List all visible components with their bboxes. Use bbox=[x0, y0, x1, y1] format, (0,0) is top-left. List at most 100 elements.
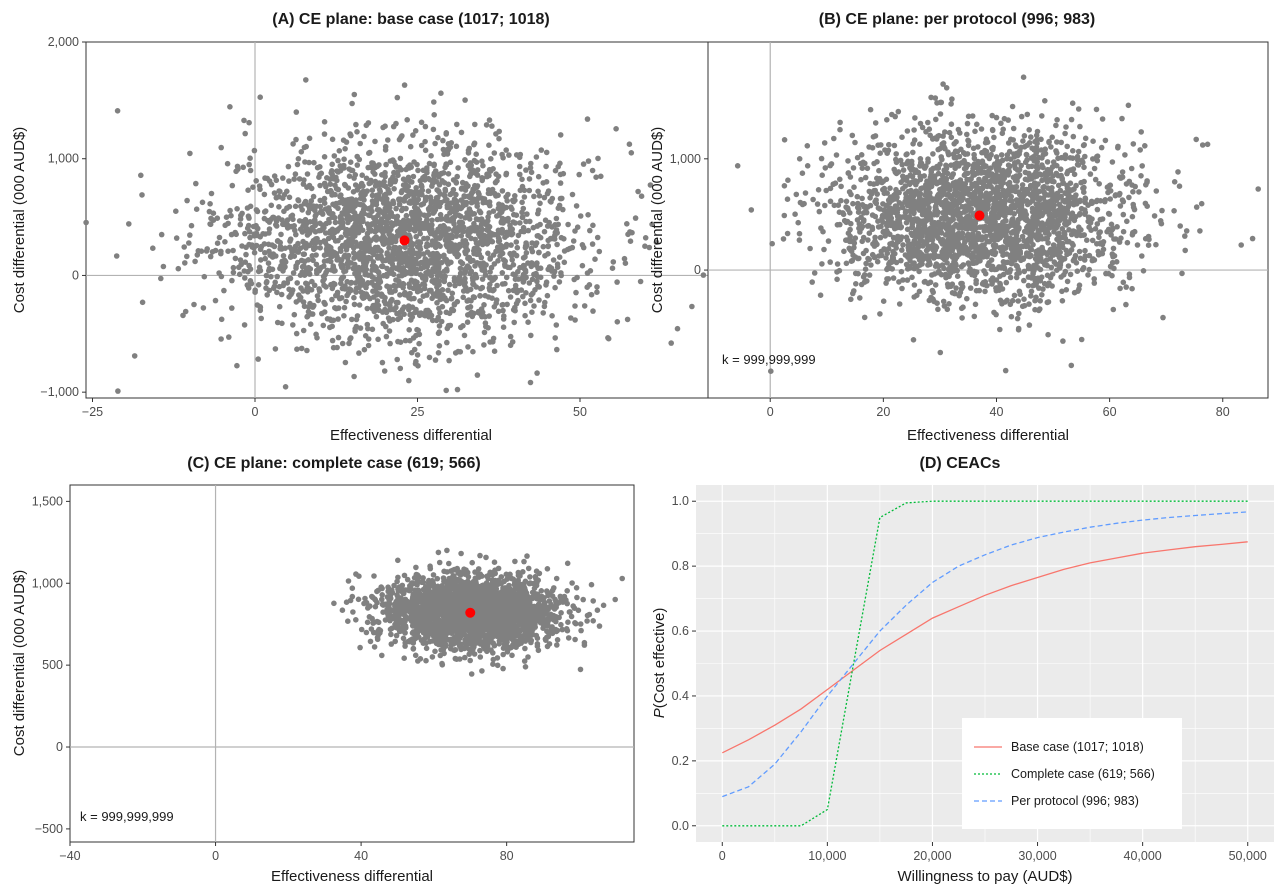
panel-b-title: (B) CE plane: per protocol (996; 983) bbox=[819, 11, 1096, 28]
simulation-point bbox=[293, 231, 299, 238]
simulation-point bbox=[953, 192, 959, 199]
simulation-point bbox=[845, 170, 852, 176]
simulation-point bbox=[341, 313, 347, 319]
simulation-point bbox=[409, 211, 415, 218]
simulation-point bbox=[344, 230, 350, 237]
simulation-point bbox=[781, 212, 788, 219]
y-tick-label: 0 bbox=[72, 268, 79, 282]
simulation-point bbox=[917, 249, 923, 256]
simulation-point bbox=[1039, 220, 1045, 226]
simulation-point bbox=[449, 234, 455, 241]
simulation-point bbox=[420, 167, 427, 174]
simulation-point bbox=[278, 231, 284, 238]
simulation-point bbox=[487, 274, 494, 281]
simulation-point bbox=[242, 230, 248, 237]
simulation-point bbox=[552, 229, 559, 236]
simulation-point bbox=[1045, 331, 1051, 338]
simulation-point bbox=[402, 289, 408, 296]
simulation-point bbox=[326, 216, 332, 223]
simulation-point bbox=[417, 298, 423, 304]
simulation-point bbox=[311, 282, 318, 289]
simulation-point bbox=[307, 321, 314, 328]
simulation-point bbox=[541, 228, 548, 235]
simulation-point bbox=[244, 282, 251, 288]
simulation-point bbox=[869, 212, 876, 218]
simulation-point bbox=[332, 219, 339, 226]
simulation-point bbox=[535, 188, 541, 195]
simulation-point bbox=[321, 131, 328, 137]
simulation-point bbox=[340, 200, 347, 207]
simulation-point bbox=[948, 101, 954, 107]
simulation-point bbox=[483, 122, 490, 128]
simulation-point bbox=[930, 151, 936, 157]
simulation-point bbox=[370, 169, 376, 175]
simulation-point bbox=[951, 290, 957, 297]
simulation-point bbox=[827, 198, 834, 205]
simulation-point bbox=[485, 294, 492, 300]
simulation-point bbox=[186, 240, 192, 246]
simulation-point bbox=[297, 226, 304, 232]
simulation-point bbox=[994, 232, 1000, 238]
simulation-point bbox=[900, 277, 906, 283]
simulation-point bbox=[342, 146, 348, 152]
panel-a-simulation-cloud bbox=[83, 77, 735, 394]
simulation-point bbox=[365, 342, 372, 349]
simulation-point bbox=[1040, 286, 1046, 292]
simulation-point bbox=[320, 278, 326, 284]
simulation-point bbox=[632, 215, 639, 221]
simulation-point bbox=[1158, 220, 1165, 227]
simulation-point bbox=[421, 225, 427, 231]
simulation-point bbox=[893, 156, 899, 163]
simulation-point bbox=[899, 285, 905, 292]
simulation-point bbox=[486, 210, 493, 216]
simulation-point bbox=[343, 139, 350, 145]
simulation-point bbox=[367, 205, 373, 211]
simulation-point bbox=[486, 142, 492, 148]
simulation-point bbox=[1018, 144, 1024, 151]
simulation-point bbox=[487, 269, 493, 275]
simulation-point bbox=[1198, 200, 1205, 207]
simulation-point bbox=[1014, 167, 1021, 173]
simulation-point bbox=[614, 279, 620, 285]
simulation-point bbox=[370, 247, 376, 253]
simulation-point bbox=[444, 259, 450, 266]
simulation-point bbox=[273, 177, 280, 184]
simulation-point bbox=[862, 160, 868, 167]
simulation-point bbox=[488, 156, 494, 162]
simulation-point bbox=[1093, 106, 1100, 113]
simulation-point bbox=[998, 265, 1005, 271]
simulation-point bbox=[821, 246, 827, 253]
simulation-point bbox=[522, 254, 528, 260]
simulation-point bbox=[315, 266, 322, 272]
simulation-point bbox=[408, 241, 415, 248]
simulation-point bbox=[558, 272, 564, 279]
simulation-point bbox=[247, 234, 253, 241]
simulation-point bbox=[411, 346, 418, 353]
simulation-point bbox=[253, 207, 260, 213]
simulation-point bbox=[993, 311, 999, 318]
simulation-point bbox=[998, 152, 1005, 158]
simulation-point bbox=[347, 196, 354, 203]
simulation-point bbox=[934, 300, 940, 307]
simulation-point bbox=[1129, 285, 1135, 292]
simulation-point bbox=[1199, 142, 1206, 148]
simulation-point bbox=[885, 209, 891, 215]
simulation-point bbox=[557, 180, 564, 186]
simulation-point bbox=[885, 222, 891, 229]
simulation-point bbox=[245, 187, 251, 193]
simulation-point bbox=[482, 320, 489, 326]
simulation-point bbox=[1054, 117, 1060, 123]
simulation-point bbox=[841, 248, 847, 255]
simulation-point bbox=[499, 250, 506, 257]
simulation-point bbox=[1087, 171, 1094, 177]
simulation-point bbox=[412, 128, 419, 134]
simulation-point bbox=[489, 186, 496, 193]
simulation-point bbox=[431, 232, 438, 239]
simulation-point bbox=[443, 387, 450, 394]
simulation-point bbox=[621, 255, 628, 262]
simulation-point bbox=[503, 147, 510, 153]
simulation-point bbox=[399, 133, 405, 139]
simulation-point bbox=[560, 206, 566, 213]
simulation-point bbox=[590, 308, 596, 314]
simulation-point bbox=[229, 305, 235, 311]
